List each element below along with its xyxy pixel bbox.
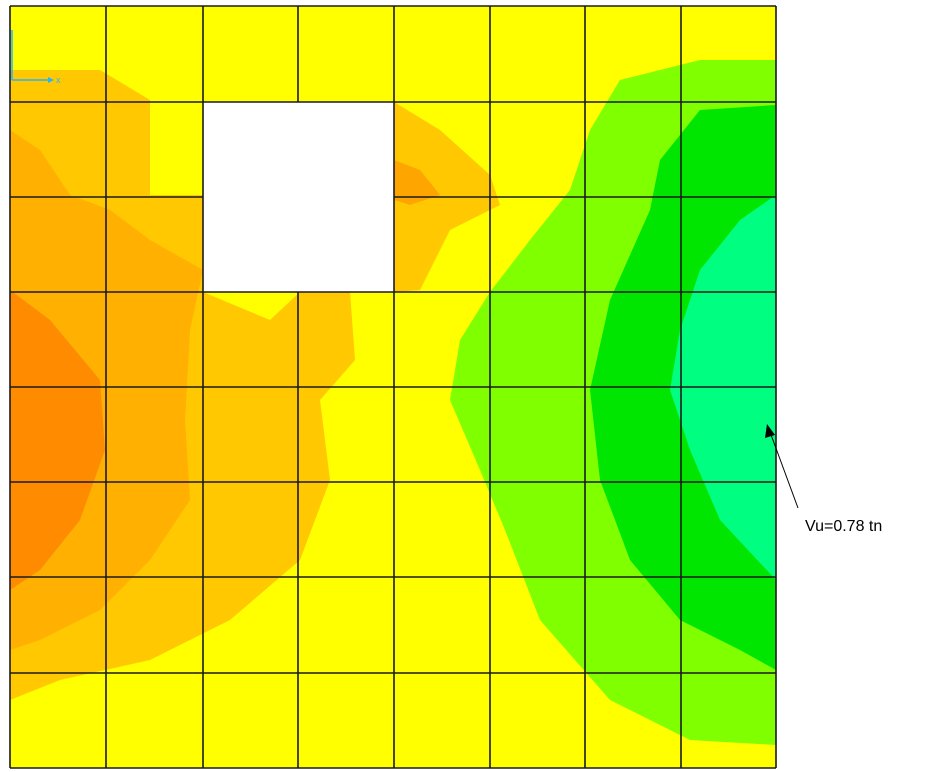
contour-dark-orange bbox=[10, 290, 105, 590]
opening bbox=[203, 102, 394, 292]
contour-orange-small bbox=[394, 160, 440, 205]
mesh bbox=[9, 5, 777, 769]
axis-triad: x bbox=[11, 30, 61, 85]
annotation-arrow bbox=[765, 424, 799, 509]
annotation-label: Vu=0.78 tn bbox=[805, 518, 882, 535]
axis-x-label: x bbox=[56, 75, 61, 85]
